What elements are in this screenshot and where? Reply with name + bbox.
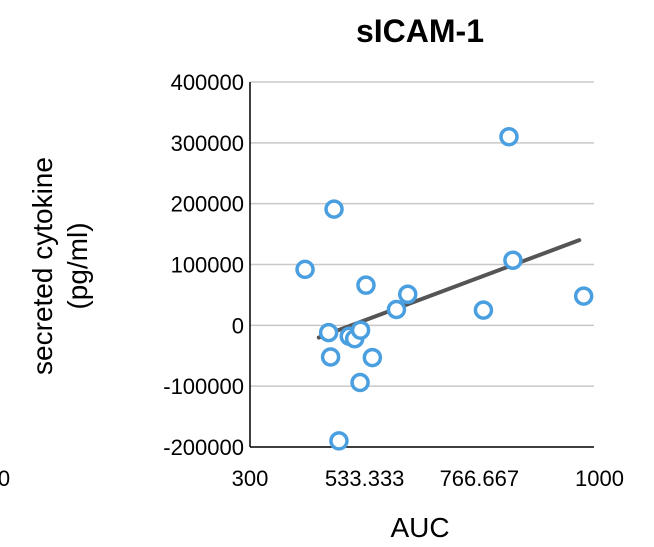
y-tick-labels: 400000 300000 200000 100000 0 -100000 -200000	[163, 70, 244, 460]
data-point	[350, 372, 370, 393]
data-point	[324, 199, 344, 219]
data-point	[362, 347, 383, 368]
y-tick-label: 100000	[171, 253, 244, 278]
y-tick-label: -100000	[163, 374, 244, 399]
y-tick-label: 300000	[171, 131, 244, 156]
data-points	[295, 127, 594, 451]
x-axis-label: AUC	[390, 512, 449, 543]
data-point	[329, 431, 349, 451]
y-tick-label: -200000	[163, 435, 244, 460]
data-point	[473, 300, 494, 320]
data-point	[318, 322, 339, 343]
data-point	[503, 250, 523, 270]
data-point	[295, 259, 315, 280]
data-point	[350, 320, 371, 340]
edge-tick-label: 0	[0, 466, 10, 491]
y-tick-label: 0	[232, 313, 244, 338]
x-tick-label: 766.667	[440, 466, 520, 491]
x-tick-labels: 300 533.333 766.667 1000	[232, 466, 624, 491]
data-point	[499, 127, 519, 147]
x-tick-label: 533.333	[325, 466, 405, 491]
y-axis-label-line1: secreted cytokine	[27, 157, 58, 375]
gridlines	[250, 81, 594, 387]
data-point	[397, 284, 418, 305]
data-point	[573, 286, 594, 306]
y-tick-label: 400000	[171, 70, 244, 95]
data-point	[386, 299, 407, 320]
x-tick-label: 300	[232, 466, 269, 491]
chart-title: sICAM-1	[356, 13, 484, 49]
data-point	[320, 347, 341, 367]
x-tick-label: 1000	[575, 466, 624, 491]
data-point	[356, 275, 376, 295]
y-tick-label: 200000	[171, 192, 244, 217]
y-axis-label-line2: (pg/ml)	[62, 222, 93, 309]
